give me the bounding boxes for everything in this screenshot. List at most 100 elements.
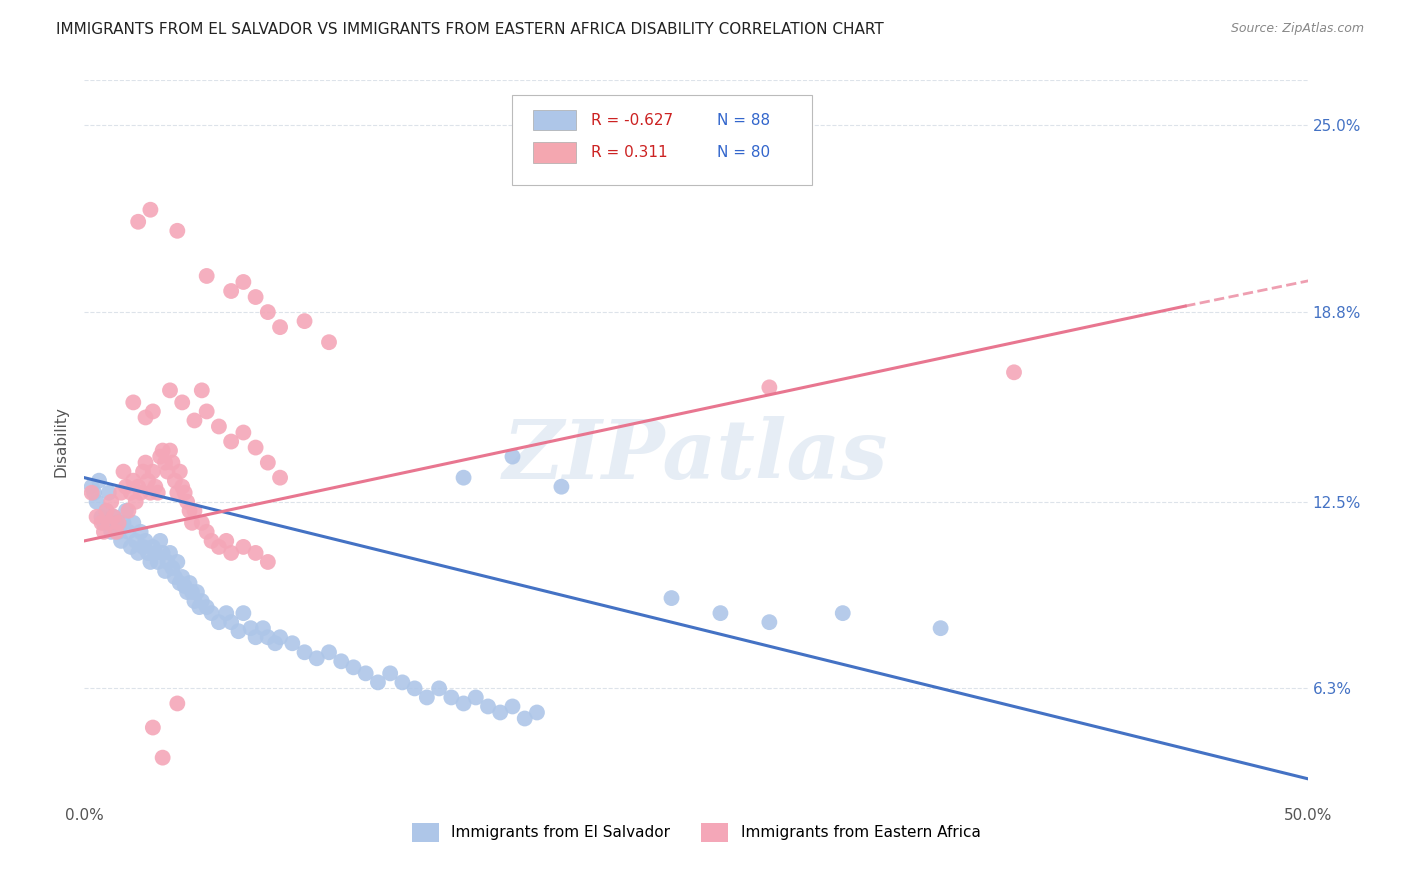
- Point: [294, 645, 316, 659]
- Point: [427, 681, 450, 696]
- Point: [453, 697, 475, 711]
- Point: [115, 480, 138, 494]
- Point: [139, 202, 162, 217]
- Point: [136, 546, 159, 560]
- Point: [80, 480, 103, 494]
- Point: [129, 524, 152, 539]
- Point: [219, 434, 242, 449]
- Point: [186, 585, 208, 599]
- Point: [183, 413, 205, 427]
- Point: [709, 606, 731, 620]
- Point: [195, 600, 218, 615]
- Point: [200, 606, 222, 620]
- Point: [181, 516, 204, 530]
- Point: [257, 456, 280, 470]
- Point: [380, 666, 402, 681]
- Point: [200, 533, 222, 548]
- Point: [477, 699, 499, 714]
- Point: [152, 750, 174, 764]
- Point: [391, 675, 413, 690]
- Point: [245, 441, 267, 455]
- Point: [93, 524, 115, 539]
- Point: [252, 621, 274, 635]
- Point: [219, 615, 242, 630]
- Point: [163, 570, 186, 584]
- Point: [169, 576, 191, 591]
- Point: [149, 450, 172, 464]
- Text: ZIPatlas: ZIPatlas: [503, 416, 889, 496]
- Point: [129, 485, 152, 500]
- Point: [122, 474, 145, 488]
- Point: [159, 443, 181, 458]
- Point: [550, 480, 572, 494]
- Point: [146, 485, 169, 500]
- Point: [86, 509, 108, 524]
- Point: [191, 384, 214, 398]
- Point: [132, 540, 155, 554]
- Point: [142, 404, 165, 418]
- Text: N = 80: N = 80: [717, 145, 770, 160]
- Point: [135, 456, 157, 470]
- Point: [294, 314, 316, 328]
- Point: [526, 706, 548, 720]
- Point: [440, 690, 463, 705]
- Point: [188, 600, 211, 615]
- Point: [90, 509, 112, 524]
- Point: [107, 516, 129, 530]
- Point: [120, 540, 142, 554]
- Point: [162, 456, 184, 470]
- Point: [257, 555, 280, 569]
- Point: [117, 524, 139, 539]
- Point: [103, 509, 125, 524]
- Point: [172, 480, 194, 494]
- Point: [183, 504, 205, 518]
- Point: [149, 533, 172, 548]
- Text: IMMIGRANTS FROM EL SALVADOR VS IMMIGRANTS FROM EASTERN AFRICA DISABILITY CORRELA: IMMIGRANTS FROM EL SALVADOR VS IMMIGRANT…: [56, 22, 884, 37]
- Point: [354, 666, 377, 681]
- Point: [179, 504, 201, 518]
- Point: [139, 485, 162, 500]
- Point: [122, 395, 145, 409]
- Point: [208, 419, 231, 434]
- Point: [143, 480, 166, 494]
- Point: [152, 443, 174, 458]
- Point: [159, 546, 181, 560]
- Point: [110, 485, 132, 500]
- Point: [330, 654, 353, 668]
- Point: [166, 224, 188, 238]
- Point: [143, 546, 166, 560]
- Point: [115, 504, 138, 518]
- FancyBboxPatch shape: [533, 110, 576, 130]
- Point: [245, 290, 267, 304]
- Point: [264, 636, 287, 650]
- Point: [86, 494, 108, 508]
- Point: [90, 516, 112, 530]
- Point: [96, 504, 118, 518]
- Point: [153, 456, 176, 470]
- Point: [269, 471, 291, 485]
- Point: [127, 546, 149, 560]
- Point: [232, 275, 254, 289]
- Point: [156, 555, 179, 569]
- Point: [215, 606, 238, 620]
- Point: [139, 555, 162, 569]
- Point: [453, 471, 475, 485]
- Point: [103, 509, 125, 524]
- Point: [166, 697, 188, 711]
- Point: [87, 474, 110, 488]
- Point: [93, 516, 115, 530]
- Point: [269, 320, 291, 334]
- Point: [191, 516, 214, 530]
- Point: [125, 533, 148, 548]
- Point: [112, 516, 135, 530]
- Point: [318, 645, 340, 659]
- Point: [127, 480, 149, 494]
- Point: [120, 485, 142, 500]
- Point: [758, 615, 780, 630]
- Point: [132, 465, 155, 479]
- Point: [80, 485, 103, 500]
- Point: [245, 546, 267, 560]
- Point: [245, 630, 267, 644]
- Point: [122, 516, 145, 530]
- Point: [152, 546, 174, 560]
